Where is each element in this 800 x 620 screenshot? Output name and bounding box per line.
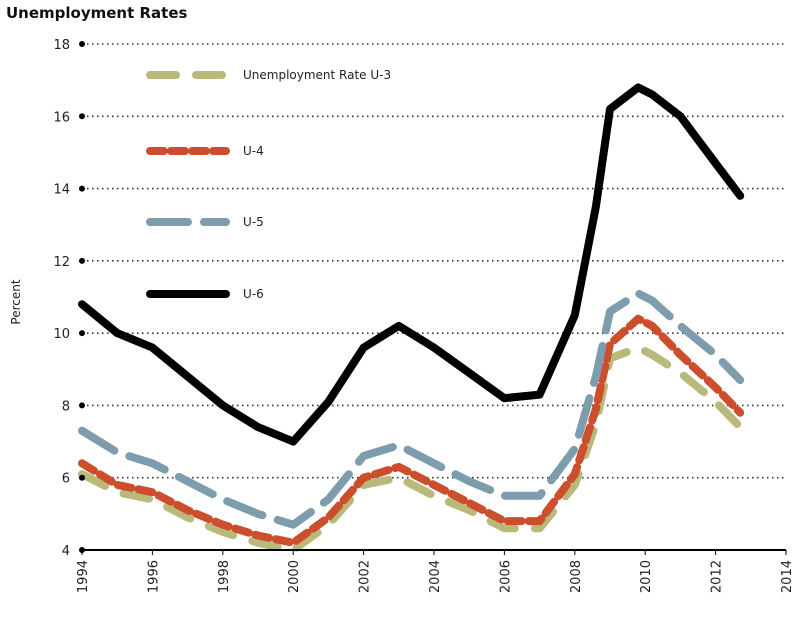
x-tick-label: 2012 [710, 560, 725, 593]
y-tick-marker [79, 185, 85, 192]
y-tick-label: 4 [62, 544, 70, 559]
x-tick-label: 1998 [217, 560, 232, 593]
x-tick-label: 1994 [76, 560, 91, 593]
series-line-2 [78, 314, 745, 547]
y-tick-marker [79, 41, 85, 47]
gridlines [82, 43, 786, 479]
x-tick-label: 2000 [287, 560, 302, 593]
y-tick-marker [79, 257, 85, 264]
legend-label: Unemployment Rate U-3 [243, 68, 391, 82]
y-tick-marker [79, 474, 85, 481]
x-tick-label: 2014 [780, 560, 795, 593]
y-tick-label: 8 [62, 399, 70, 414]
x-tick-label: 2004 [428, 560, 443, 593]
y-tick-label: 14 [53, 183, 70, 198]
series-line-1 [78, 343, 745, 554]
legend: Unemployment Rate U-3 U-4 U-5 U-6 [146, 68, 391, 301]
series-line-4 [78, 83, 745, 446]
legend-label: U-5 [243, 215, 264, 229]
x-tick-label: 2010 [639, 560, 654, 593]
x-tick-label: 2006 [498, 560, 513, 593]
y-tick-marker [79, 330, 85, 337]
y-tick-label: 16 [53, 110, 70, 125]
legend-label: U-6 [243, 287, 264, 301]
y-tick-label: 6 [62, 472, 70, 487]
y-tick-label: 18 [53, 38, 70, 53]
y-tick-label: 10 [53, 327, 70, 342]
y-tick-marker [79, 113, 85, 120]
y-axis-title: Percent [9, 279, 23, 324]
x-tick-label: 2002 [358, 560, 373, 593]
x-tick-label: 2008 [569, 560, 584, 593]
legend-label: U-4 [243, 144, 264, 158]
series-line-3 [78, 289, 745, 529]
x-tick-label: 1996 [146, 560, 161, 593]
y-tick-marker [79, 402, 85, 409]
y-tick-label: 12 [53, 255, 70, 270]
chart-title: Unemployment Rates [6, 4, 188, 22]
series-layer [78, 83, 745, 554]
axes: 4 6 8 10 12 14 16 18 1994 1996 1998 2000 2002 2004 200… [53, 38, 795, 593]
